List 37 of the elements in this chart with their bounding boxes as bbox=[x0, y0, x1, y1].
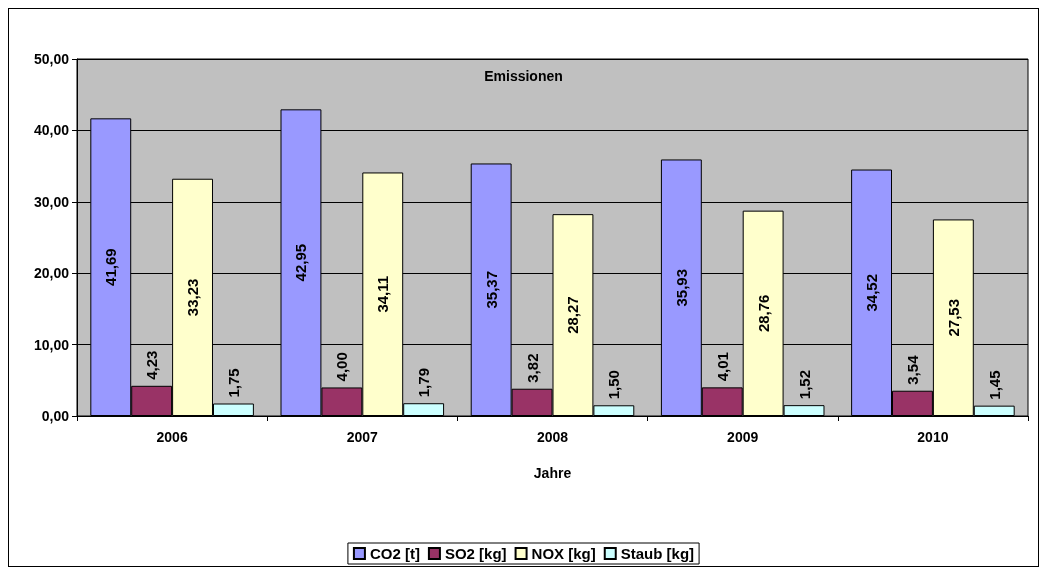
data-label: 35,37 bbox=[482, 270, 500, 309]
data-label: 1,45 bbox=[985, 370, 1003, 400]
x-tick-label: 2010 bbox=[917, 429, 949, 445]
x-tick-label: 2006 bbox=[156, 429, 188, 445]
data-label: 34,52 bbox=[863, 273, 881, 312]
x-tick-label: 2007 bbox=[346, 429, 379, 445]
legend-label: Staub [kg] bbox=[620, 545, 695, 562]
y-tick-label: 40,00 bbox=[33, 122, 70, 139]
data-label: 1,52 bbox=[795, 369, 813, 400]
data-label: 4,23 bbox=[143, 350, 161, 380]
x-tick-label: 2009 bbox=[727, 429, 759, 445]
data-label: 4,01 bbox=[713, 352, 731, 382]
data-label: 1,50 bbox=[605, 370, 623, 400]
y-tick-label: 20,00 bbox=[33, 265, 70, 282]
data-label: 1,75 bbox=[224, 368, 242, 398]
data-label: 4,00 bbox=[333, 352, 351, 382]
data-label: 33,23 bbox=[184, 278, 202, 317]
y-tick-label: 0,00 bbox=[41, 408, 70, 424]
legend-label: CO2 [t] bbox=[369, 545, 420, 562]
data-label: 35,93 bbox=[672, 268, 690, 307]
y-tick-label: 50,00 bbox=[33, 51, 70, 67]
x-tick-label: 2008 bbox=[536, 429, 569, 445]
data-label: 28,27 bbox=[564, 296, 582, 334]
legend-label: NOX [kg] bbox=[531, 545, 596, 562]
y-tick-label: 10,00 bbox=[33, 336, 70, 353]
data-label: 1,79 bbox=[415, 368, 433, 398]
data-label: 34,11 bbox=[374, 275, 392, 313]
data-label: 42,95 bbox=[292, 243, 310, 282]
legend-label: SO2 [kg] bbox=[444, 545, 507, 562]
data-label: 3,82 bbox=[523, 353, 541, 383]
y-tick-label: 30,00 bbox=[33, 193, 70, 210]
data-label: 41,69 bbox=[102, 248, 120, 286]
x-axis-title: Jahre bbox=[533, 465, 572, 481]
data-label: 3,54 bbox=[903, 354, 921, 385]
text: Emissionen bbox=[484, 68, 563, 84]
data-label: 27,53 bbox=[944, 298, 962, 337]
data-label: 28,76 bbox=[754, 294, 772, 333]
